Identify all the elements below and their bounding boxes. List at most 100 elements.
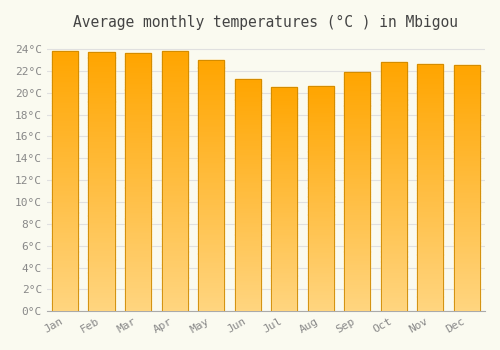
- Bar: [454, 289, 480, 292]
- Bar: [52, 215, 78, 218]
- Bar: [88, 179, 115, 182]
- Bar: [308, 291, 334, 293]
- Bar: [52, 298, 78, 301]
- Bar: [234, 118, 261, 120]
- Bar: [454, 137, 480, 139]
- Bar: [198, 115, 224, 118]
- Bar: [454, 287, 480, 289]
- Bar: [52, 303, 78, 306]
- Bar: [52, 187, 78, 189]
- Bar: [234, 123, 261, 125]
- Bar: [344, 158, 370, 161]
- Bar: [271, 179, 297, 181]
- Bar: [380, 199, 407, 202]
- Bar: [162, 184, 188, 187]
- Bar: [344, 228, 370, 230]
- Bar: [271, 269, 297, 271]
- Bar: [198, 166, 224, 168]
- Bar: [88, 252, 115, 254]
- Bar: [454, 257, 480, 260]
- Bar: [125, 169, 152, 172]
- Bar: [88, 205, 115, 208]
- Bar: [417, 188, 444, 190]
- Bar: [88, 187, 115, 190]
- Bar: [88, 309, 115, 312]
- Bar: [454, 272, 480, 274]
- Bar: [454, 176, 480, 178]
- Bar: [234, 132, 261, 134]
- Bar: [344, 208, 370, 211]
- Bar: [344, 304, 370, 307]
- Bar: [198, 155, 224, 158]
- Bar: [344, 192, 370, 194]
- Bar: [52, 64, 78, 67]
- Bar: [344, 220, 370, 223]
- Bar: [52, 181, 78, 184]
- Bar: [454, 97, 480, 100]
- Bar: [88, 63, 115, 65]
- Bar: [125, 211, 152, 214]
- Bar: [234, 267, 261, 270]
- Bar: [198, 133, 224, 135]
- Bar: [125, 193, 152, 195]
- Bar: [308, 147, 334, 149]
- Bar: [125, 152, 152, 154]
- Bar: [454, 252, 480, 255]
- Bar: [308, 194, 334, 197]
- Bar: [344, 271, 370, 273]
- Bar: [380, 232, 407, 234]
- Bar: [308, 93, 334, 95]
- Bar: [162, 160, 188, 163]
- Bar: [380, 237, 407, 239]
- Bar: [125, 172, 152, 175]
- Bar: [417, 114, 444, 116]
- Bar: [380, 159, 407, 162]
- Bar: [88, 272, 115, 275]
- Bar: [52, 90, 78, 93]
- Bar: [198, 196, 224, 198]
- Bar: [125, 224, 152, 226]
- Bar: [380, 72, 407, 75]
- Bar: [344, 292, 370, 295]
- Bar: [125, 66, 152, 69]
- Bar: [308, 237, 334, 239]
- Bar: [198, 296, 224, 299]
- Bar: [308, 109, 334, 111]
- Bar: [344, 287, 370, 290]
- Bar: [271, 136, 297, 139]
- Bar: [198, 218, 224, 221]
- Bar: [162, 231, 188, 233]
- Bar: [88, 172, 115, 174]
- Bar: [454, 88, 480, 90]
- Bar: [380, 149, 407, 152]
- Bar: [88, 218, 115, 221]
- Bar: [344, 165, 370, 168]
- Bar: [308, 298, 334, 300]
- Bar: [162, 153, 188, 155]
- Bar: [380, 284, 407, 286]
- Bar: [125, 190, 152, 193]
- Bar: [308, 181, 334, 183]
- Bar: [271, 304, 297, 307]
- Bar: [88, 102, 115, 104]
- Bar: [125, 247, 152, 250]
- Bar: [198, 125, 224, 128]
- Bar: [454, 100, 480, 102]
- Bar: [162, 270, 188, 272]
- Bar: [380, 179, 407, 182]
- Bar: [417, 133, 444, 136]
- Bar: [234, 230, 261, 232]
- Bar: [271, 224, 297, 226]
- Bar: [198, 153, 224, 155]
- Bar: [308, 116, 334, 118]
- Bar: [52, 225, 78, 228]
- Bar: [125, 115, 152, 118]
- Bar: [198, 78, 224, 80]
- Bar: [308, 235, 334, 237]
- Bar: [380, 107, 407, 110]
- Bar: [271, 132, 297, 134]
- Bar: [88, 278, 115, 280]
- Bar: [52, 124, 78, 127]
- Bar: [454, 208, 480, 211]
- Bar: [380, 222, 407, 224]
